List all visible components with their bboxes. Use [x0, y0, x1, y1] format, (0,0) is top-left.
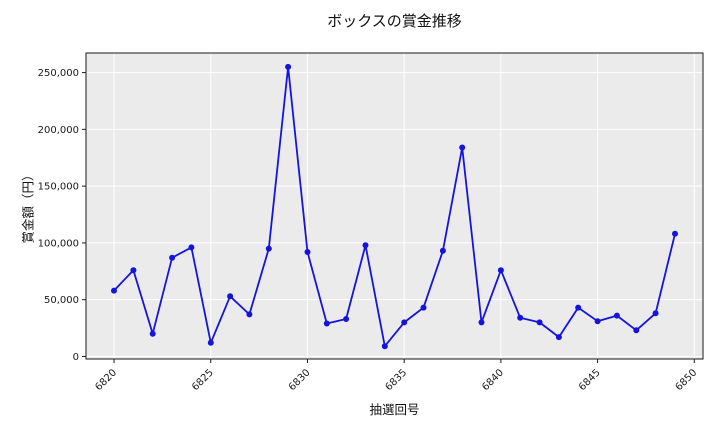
x-tick-label: 6850 [674, 367, 700, 393]
data-point [652, 310, 659, 317]
data-point [420, 304, 427, 311]
data-point [246, 311, 253, 318]
data-point [149, 330, 156, 337]
data-point [478, 319, 485, 326]
data-point [323, 320, 330, 327]
data-point [575, 304, 582, 311]
data-point [362, 242, 369, 249]
data-point [207, 339, 214, 346]
x-tick-label: 6830 [287, 367, 313, 393]
plot-area [86, 53, 703, 359]
data-point [381, 343, 388, 350]
data-point [111, 287, 117, 294]
data-point [169, 254, 176, 261]
data-point [594, 318, 601, 325]
y-tick-label: 200,000 [38, 125, 79, 136]
y-tick-label: 100,000 [38, 238, 79, 249]
data-point [439, 247, 446, 254]
data-line [113, 66, 676, 348]
data-point [672, 230, 678, 237]
chart-title: ボックスの賞金推移 [327, 12, 462, 30]
x-tick-label: 6840 [480, 367, 506, 393]
data-point [536, 319, 543, 326]
x-tick-label: 6820 [93, 367, 119, 393]
y-tick-label: 0 [73, 352, 79, 363]
data-point [401, 319, 408, 326]
data-point [517, 314, 524, 321]
data-point [497, 267, 504, 274]
data-point [613, 312, 620, 319]
data-point [343, 316, 350, 322]
y-tick-label: 250,000 [38, 68, 79, 79]
y-tick-label: 150,000 [38, 182, 79, 193]
data-point [555, 334, 562, 341]
x-tick-label: 6845 [577, 367, 603, 393]
data-point [265, 245, 272, 252]
x-tick-label: 6835 [384, 367, 410, 393]
data-point [285, 63, 292, 70]
data-point [227, 293, 234, 300]
data-point [633, 327, 640, 334]
x-tick-label: 6825 [190, 367, 216, 393]
data-point [304, 249, 311, 255]
plot-frame [85, 52, 704, 360]
data-point [188, 244, 195, 251]
data-point [459, 144, 466, 151]
x-axis-label: 抽選回号 [369, 402, 420, 417]
y-tick-label: 50,000 [44, 295, 79, 306]
data-point [130, 267, 137, 274]
